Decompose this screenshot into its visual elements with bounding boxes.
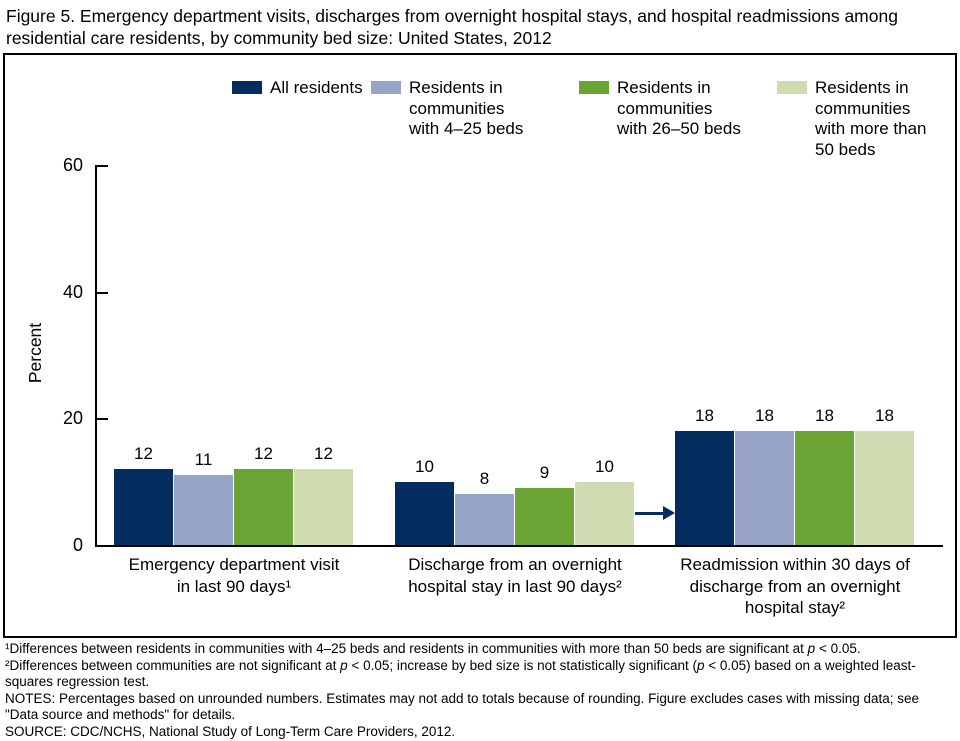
bar-value-label: 9 — [539, 463, 550, 482]
y-tick-label: 20 — [62, 408, 83, 428]
legend-swatch — [232, 81, 262, 94]
y-axis-line — [95, 165, 97, 547]
legend-swatch — [371, 81, 401, 94]
footnote-2: ²Differences between communities are not… — [5, 658, 955, 691]
bar-value-label: 18 — [815, 406, 834, 425]
footnote-text: < 0.05) based on a weighted least-square… — [5, 657, 916, 690]
category-label: Readmission within 30 days of discharge … — [680, 555, 910, 617]
legend-item: Residents in communities with more than … — [777, 78, 927, 160]
y-tick — [97, 165, 108, 167]
legend-item: Residents in communities with 26–50 beds — [579, 78, 741, 140]
footnote-notes: NOTES: Percentages based on unrounded nu… — [5, 691, 955, 724]
bar-residents-in-communities-with-26-50-beds — [234, 469, 293, 545]
bar-value-label: 12 — [254, 444, 273, 463]
footnote-text: SOURCE: CDC/NCHS, National Study of Long… — [5, 723, 456, 739]
annotation-arrow-head — [663, 506, 675, 520]
bar-value-label: 10 — [415, 457, 434, 476]
bar-value-label: 18 — [755, 406, 774, 425]
footnote-italic-p: p — [340, 657, 348, 673]
bar-residents-in-communities-with-more-than-50-beds — [575, 482, 634, 545]
bar-value-label: 11 — [194, 450, 213, 469]
bar-all-residents — [675, 431, 734, 545]
legend-label: All residents — [270, 78, 363, 97]
footnote-italic-p: p — [696, 657, 705, 673]
footnote-text: ¹Differences between residents in commun… — [5, 641, 808, 656]
chart-frame: All residents Residents in communities wi… — [3, 53, 957, 638]
legend-swatch — [777, 81, 807, 94]
y-tick-label: 0 — [72, 535, 83, 555]
y-tick — [97, 292, 108, 294]
legend-label: Residents in communities with 26–50 beds — [617, 78, 741, 138]
footnotes: ¹Differences between residents in commun… — [5, 641, 955, 740]
footnote-text: < 0.05. — [815, 641, 861, 656]
x-axis-line — [95, 545, 943, 547]
bar-value-label: 10 — [595, 457, 614, 476]
figure-title: Figure 5. Emergency department visits, d… — [6, 6, 898, 48]
bar-residents-in-communities-with-more-than-50-beds — [855, 431, 914, 545]
footnote-italic-p: p — [807, 641, 816, 656]
y-tick-label: 40 — [62, 282, 83, 302]
bar-all-residents — [114, 469, 173, 545]
y-axis-title: Percent — [25, 322, 45, 384]
legend-item: All residents — [232, 78, 363, 99]
y-tick — [97, 418, 108, 420]
footnote-text: < 0.05; increase by bed size is not stat… — [347, 657, 697, 673]
bar-all-residents — [395, 482, 454, 545]
bar-value-label: 12 — [134, 444, 153, 463]
bar-value-label: 18 — [695, 406, 714, 425]
bar-value-label: 8 — [479, 469, 490, 488]
footnote-source: SOURCE: CDC/NCHS, National Study of Long… — [5, 724, 955, 741]
legend-label: Residents in communities with more than … — [815, 78, 927, 159]
category-label: Emergency department visit in last 90 da… — [128, 555, 340, 596]
bar-value-label: 12 — [314, 444, 333, 463]
legend-item: Residents in communities with 4–25 beds — [371, 78, 523, 140]
annotation-arrow-shaft — [635, 512, 663, 515]
footnote-text: NOTES: Percentages based on unrounded nu… — [5, 690, 920, 723]
y-tick-label: 60 — [62, 155, 83, 175]
bar-residents-in-communities-with-26-50-beds — [515, 488, 574, 545]
bar-residents-in-communities-with-4-25-beds — [455, 494, 514, 545]
bar-residents-in-communities-with-more-than-50-beds — [294, 469, 353, 545]
legend-swatch — [579, 81, 609, 94]
footnote-1: ¹Differences between residents in commun… — [5, 641, 955, 658]
legend-label: Residents in communities with 4–25 beds — [409, 78, 524, 138]
category-label: Discharge from an overnight hospital sta… — [408, 555, 622, 596]
footnote-text: ²Differences between communities are not… — [5, 657, 341, 673]
bar-residents-in-communities-with-26-50-beds — [795, 431, 854, 545]
bar-residents-in-communities-with-4-25-beds — [174, 475, 233, 545]
bar-value-label: 18 — [875, 406, 894, 425]
bar-residents-in-communities-with-4-25-beds — [735, 431, 794, 545]
